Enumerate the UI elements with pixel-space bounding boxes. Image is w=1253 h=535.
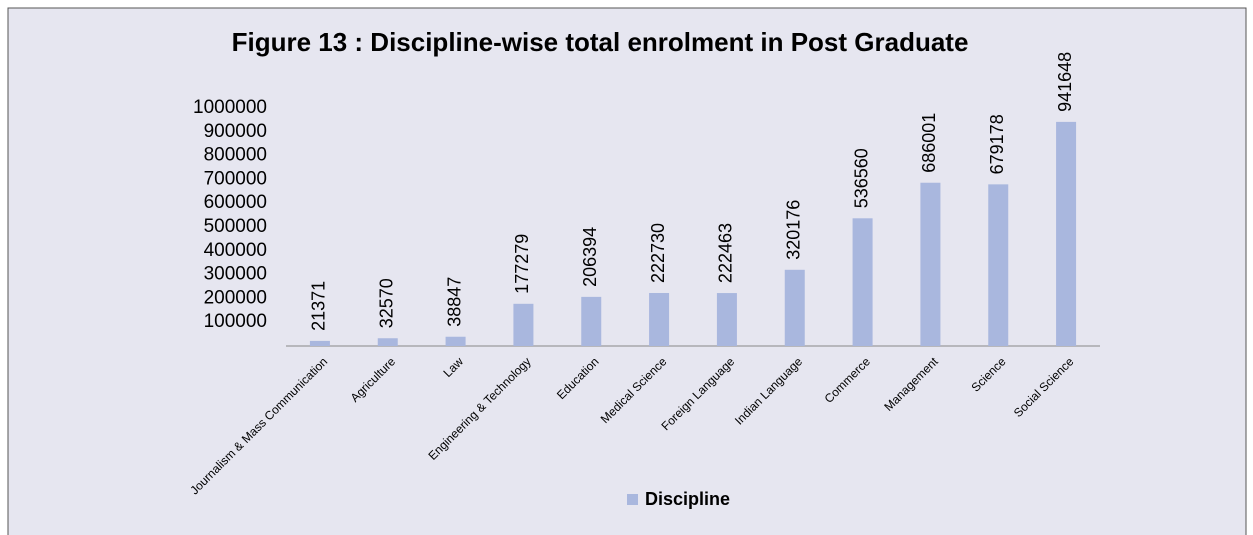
bar xyxy=(988,184,1009,346)
y-tick-label: 1000000 xyxy=(193,97,267,118)
value-label: 222463 xyxy=(716,223,736,283)
y-tick-label: 600000 xyxy=(204,192,267,213)
bar xyxy=(1056,121,1077,346)
bar xyxy=(649,292,670,346)
y-tick-label: 900000 xyxy=(204,121,267,142)
y-tick-label: 800000 xyxy=(204,145,267,166)
value-label: 320176 xyxy=(784,200,804,260)
y-tick-label: 300000 xyxy=(204,264,267,285)
y-tick-label: 700000 xyxy=(204,168,267,189)
bar xyxy=(445,336,466,346)
value-label: 38847 xyxy=(444,277,464,327)
chart-title: Figure 13 : Discipline-wise total enrolm… xyxy=(232,27,969,57)
y-tick-label: 200000 xyxy=(204,287,267,308)
legend-swatch xyxy=(627,494,638,505)
y-tick-label: 500000 xyxy=(204,216,267,237)
y-tick-label: 400000 xyxy=(204,240,267,261)
value-label: 177279 xyxy=(512,234,532,294)
chart-background xyxy=(7,7,1247,535)
bar xyxy=(309,340,330,346)
value-label: 941648 xyxy=(1055,52,1075,112)
bar xyxy=(784,269,805,346)
value-label: 32570 xyxy=(377,278,397,328)
legend-label: Discipline xyxy=(645,489,730,509)
bar xyxy=(513,303,534,346)
value-label: 21371 xyxy=(309,281,329,331)
value-label: 206394 xyxy=(580,227,600,287)
bar xyxy=(852,218,873,346)
bar xyxy=(377,338,398,346)
value-label: 679178 xyxy=(987,114,1007,174)
value-label: 686001 xyxy=(919,113,939,173)
value-label: 536560 xyxy=(851,148,871,208)
value-label: 222730 xyxy=(648,223,668,283)
bar xyxy=(920,182,941,346)
y-tick-label: 100000 xyxy=(204,311,267,332)
bar xyxy=(581,296,602,346)
bar xyxy=(716,293,737,346)
